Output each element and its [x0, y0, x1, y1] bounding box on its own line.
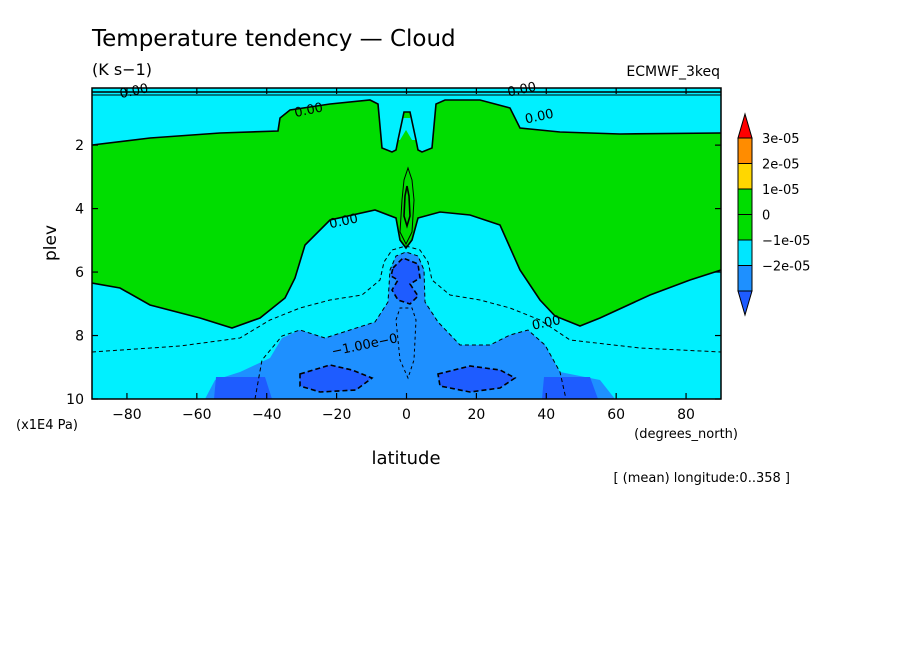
- colorbar-label: 0: [762, 209, 770, 224]
- x-tick-label: −80: [112, 407, 142, 423]
- x-axis: −80 −60 −40 −20 0 20 40 60 80: [112, 88, 695, 423]
- colorbar: 3e-05 2e-05 1e-05 0 −1e-05 −2e-05: [737, 112, 810, 317]
- x-tick-label: −40: [252, 407, 282, 423]
- y-tick-label: 10: [66, 392, 84, 408]
- x-tick-label: 80: [677, 407, 695, 423]
- colorbar-swatch: [737, 265, 753, 292]
- contour-label: 0.00: [524, 107, 555, 128]
- field-negative-3: [214, 258, 598, 399]
- colorbar-bottom-arrow: [737, 290, 753, 317]
- x-tick-label: 0: [402, 407, 411, 423]
- colorbar-swatch: [737, 137, 753, 164]
- y-tick-label: 6: [75, 265, 84, 281]
- x-axis-units: (degrees_north): [634, 427, 738, 442]
- field-negative-pocket: [388, 100, 424, 140]
- footnote: [ (mean) longitude:0..358 ]: [613, 471, 790, 486]
- contour-label: 0.00: [531, 313, 562, 334]
- contour-label: 0.00: [118, 81, 149, 102]
- chart-title: Temperature tendency — Cloud: [91, 26, 456, 52]
- colorbar-swatch: [737, 163, 753, 190]
- x-tick-label: −60: [182, 407, 212, 423]
- colorbar-label: 1e-05: [762, 183, 800, 198]
- contour-label: 0.00: [328, 211, 359, 232]
- chart-units: (K s−1): [92, 60, 152, 79]
- colorbar-swatch: [737, 188, 753, 215]
- x-tick-label: 40: [537, 407, 555, 423]
- colorbar-swatch: [737, 214, 753, 241]
- x-axis-label: latitude: [371, 448, 440, 469]
- x-tick-label: 20: [467, 407, 485, 423]
- x-tick-label: −20: [322, 407, 352, 423]
- colorbar-label: −1e-05: [762, 234, 810, 249]
- contour-label: 0.00: [293, 100, 324, 121]
- x-tick-label: 60: [607, 407, 625, 423]
- field-positive: [92, 100, 721, 328]
- y-axis: 2 4 6 8 10: [66, 138, 721, 408]
- y-tick-label: 4: [75, 202, 84, 218]
- y-axis-units: (x1E4 Pa): [16, 418, 78, 433]
- colorbar-label: 3e-05: [762, 132, 800, 147]
- plot-area: 0.000.000.000.000.00 0.00−1.00e−0: [91, 80, 722, 400]
- y-tick-label: 8: [75, 329, 84, 345]
- dataset-label: ECMWF_3keq: [626, 64, 720, 80]
- y-axis-label: plev: [41, 225, 61, 261]
- colorbar-swatch: [737, 239, 753, 266]
- y-tick-label: 2: [75, 138, 84, 154]
- colorbar-top-arrow: [737, 112, 753, 139]
- colorbar-label: −2e-05: [762, 260, 810, 275]
- colorbar-label: 2e-05: [762, 158, 800, 173]
- field-negative-2: [205, 252, 615, 399]
- contour-label: 0.00: [506, 80, 537, 101]
